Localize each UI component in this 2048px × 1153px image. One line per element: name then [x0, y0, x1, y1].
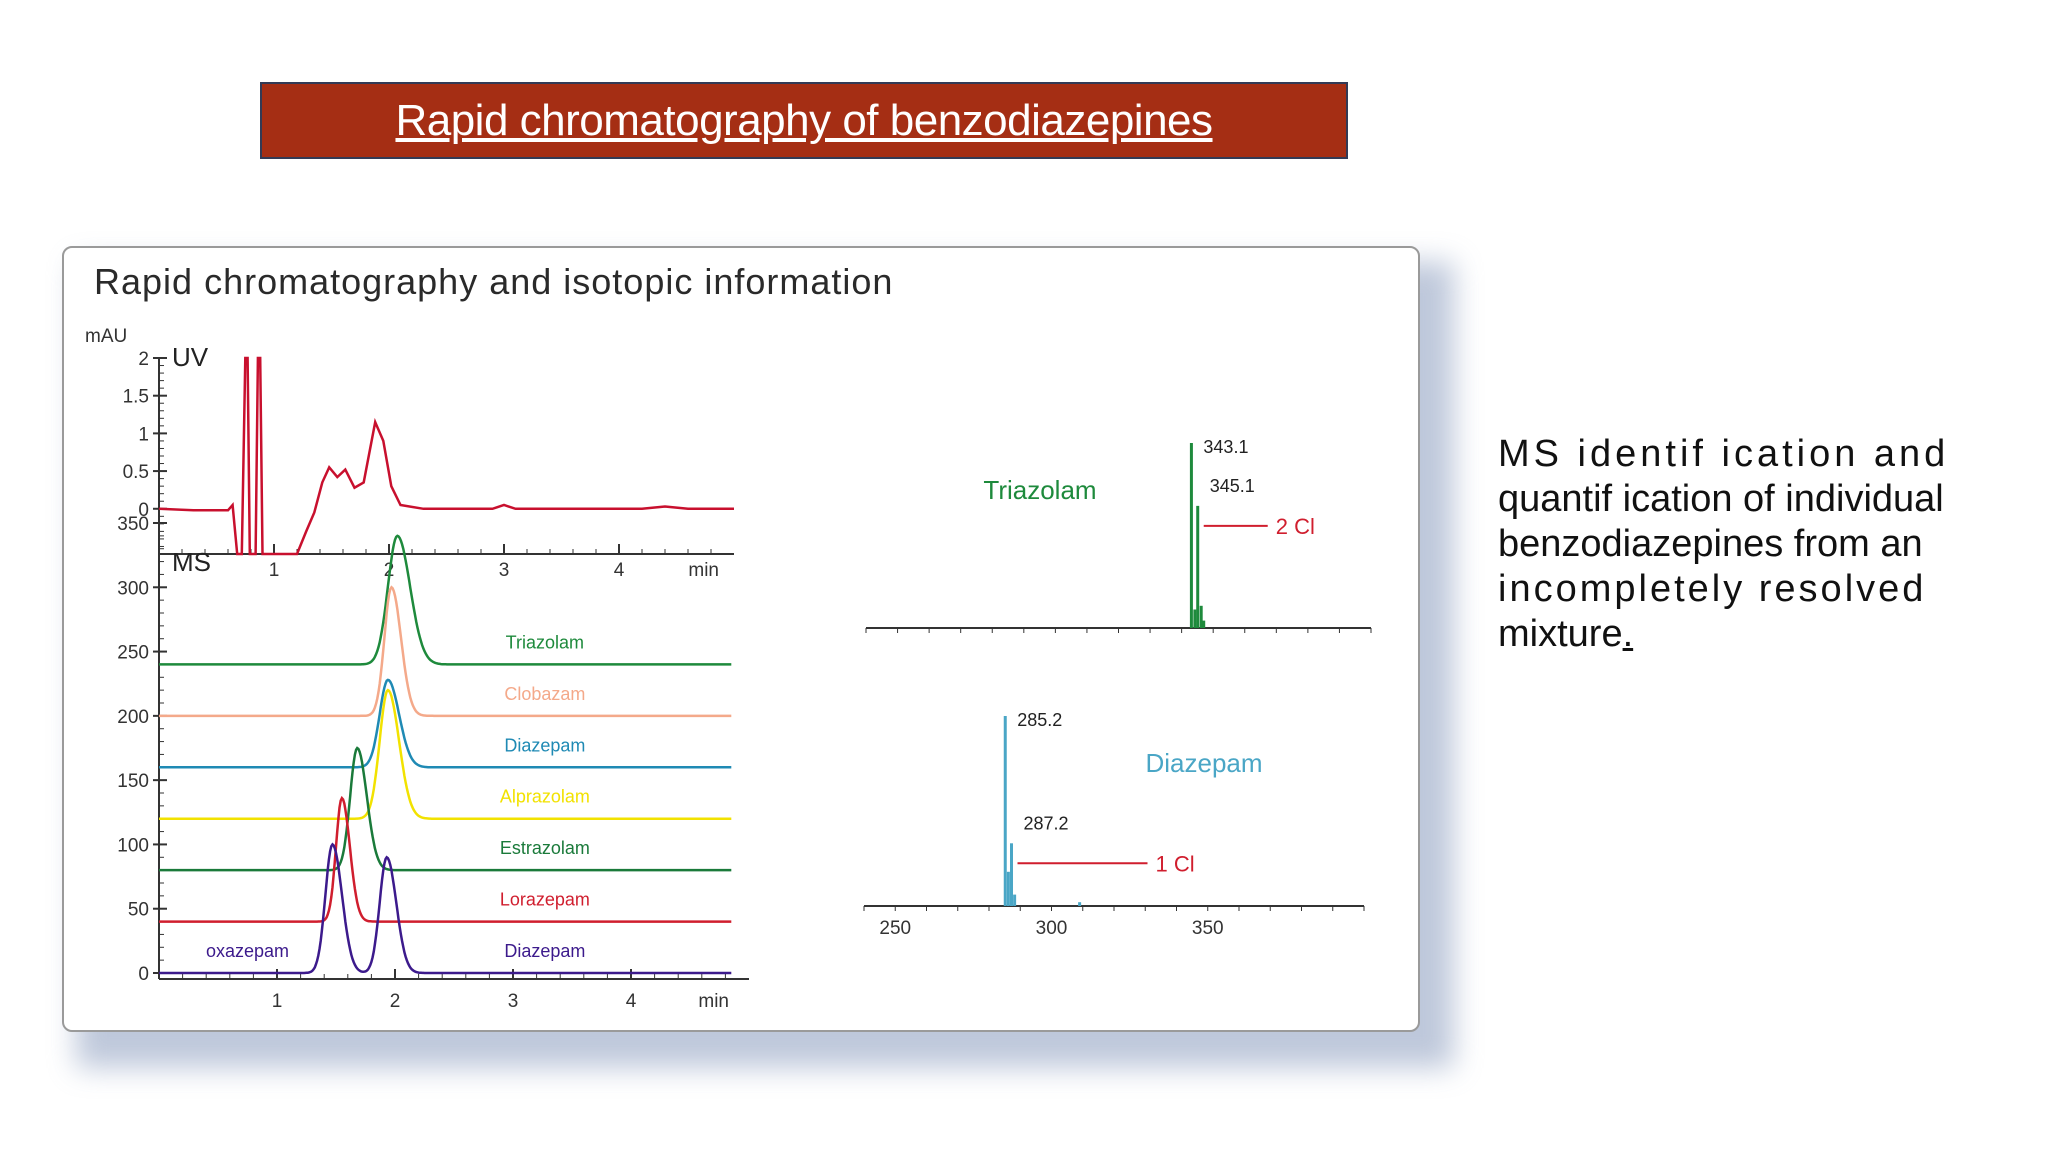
side-note-line-5: mixture.	[1498, 612, 1990, 657]
diazepam-spectrum-peak-label: 287.2	[1024, 813, 1069, 833]
triazolam-spectrum-peak-label: 343.1	[1203, 437, 1248, 457]
triazolam-spectrum-panel: 343.1 345.1 2 Cl Triazolam	[865, 437, 1372, 633]
ms-x-tick-label: 1	[272, 991, 283, 1012]
ms-y-tick-label: 100	[117, 835, 149, 856]
figure-panel: Rapid chromatography and isotopic inform…	[62, 246, 1420, 1032]
side-note-line-1: MS identif ication and	[1498, 433, 1950, 475]
ms-y-tick-label: 250	[117, 643, 149, 664]
ms-x-tick-label: 4	[626, 991, 637, 1012]
uv-trace	[158, 356, 734, 556]
ms-series-label-lorazepam: Lorazepam	[500, 890, 590, 910]
ms-x-tick-label: 3	[508, 991, 519, 1012]
ms-series-label-alprazolam: Alprazolam	[500, 787, 590, 807]
ms-panel: 350 300 250 200 150 100 50 0 1 2 3 4 min MS Triazolam C…	[117, 514, 749, 1012]
diazepam-spectrum-tick-label: 300	[1036, 918, 1068, 939]
side-note-line-4: incompletely resolved	[1498, 568, 1927, 610]
diazepam-spectrum-peak-label: 285.2	[1017, 710, 1062, 730]
uv-y-tick-label: 2	[138, 349, 149, 370]
ms-trace-lorazepam	[159, 795, 732, 923]
side-note-underlined-dot: .	[1622, 613, 1634, 655]
ms-series-label-oxazepam: oxazepam	[206, 941, 289, 961]
ms-trace-oxazepam	[159, 842, 732, 975]
slide-title-banner: Rapid chromatography of benzodiazepines	[260, 82, 1348, 159]
uv-x-tick-label: 3	[499, 560, 510, 581]
side-note-line-5-text: mixture	[1498, 613, 1623, 655]
ms-trace-diazepam	[159, 678, 732, 769]
ms-series-label-estrazolam: Estrazolam	[500, 838, 590, 858]
ms-y-tick-label: 300	[117, 578, 149, 599]
ms-series-label-triazolam: Triazolam	[506, 632, 584, 652]
uv-y-tick-label: 0	[138, 500, 149, 521]
ms-trace-triazolam	[159, 534, 732, 666]
ms-y-tick-label: 50	[128, 900, 149, 921]
side-note-line-2: quantif ication of individual	[1498, 478, 1944, 520]
side-note: MS identif ication and quantif ication o…	[1498, 432, 1990, 657]
ms-series-label-diazepam: Diazepam	[504, 735, 585, 755]
ms-panel-label: MS	[172, 547, 211, 577]
side-note-line-3: benzodiazepines from an	[1498, 523, 1923, 565]
ms-y-tick-label: 0	[138, 964, 149, 985]
diazepam-spectrum-tick-label: 350	[1192, 918, 1224, 939]
ms-y-tick-label: 150	[117, 771, 149, 792]
diazepam-spectrum-compound-label: Diazepam	[1145, 748, 1262, 778]
uv-y-unit-label: mAU	[85, 326, 127, 347]
ms-x-axis-label: min	[698, 991, 729, 1012]
ms-y-tick-label: 200	[117, 707, 149, 728]
uv-y-tick-label: 1	[138, 424, 149, 445]
diazepam-spectrum-panel: 250 300 350 285.2 287.2 1 Cl Diazepam	[863, 710, 1365, 939]
slide-title: Rapid chromatography of benzodiazepines	[395, 95, 1213, 145]
uv-x-axis-label: min	[688, 560, 719, 581]
triazolam-spectrum-cl-label: 2 Cl	[1276, 514, 1315, 539]
ms-trace-estrazolam	[159, 746, 732, 872]
diazepam-spectrum-cl-label: 1 Cl	[1156, 851, 1195, 876]
uv-x-tick-label: 1	[269, 560, 280, 581]
ms-y-tick-label: 350	[117, 514, 149, 535]
ms-trace-alprazolam	[159, 688, 732, 820]
uv-y-tick-label: 1.5	[123, 387, 149, 408]
diazepam-spectrum-tick-label: 250	[879, 918, 911, 939]
ms-annotation-diazepam: Diazepam	[504, 941, 585, 961]
triazolam-spectrum-compound-label: Triazolam	[983, 475, 1096, 505]
figure-title: Rapid chromatography and isotopic inform…	[94, 261, 893, 302]
figure-svg: Rapid chromatography and isotopic inform…	[85, 261, 1372, 1012]
ms-trace-clobazam	[159, 585, 732, 718]
triazolam-spectrum-peak-label: 345.1	[1210, 476, 1255, 496]
ms-x-tick-label: 2	[390, 991, 401, 1012]
uv-y-tick-label: 0.5	[123, 462, 149, 483]
uv-panel-label: UV	[172, 342, 209, 372]
uv-x-tick-label: 4	[614, 560, 625, 581]
ms-series-label-clobazam: Clobazam	[504, 684, 585, 704]
